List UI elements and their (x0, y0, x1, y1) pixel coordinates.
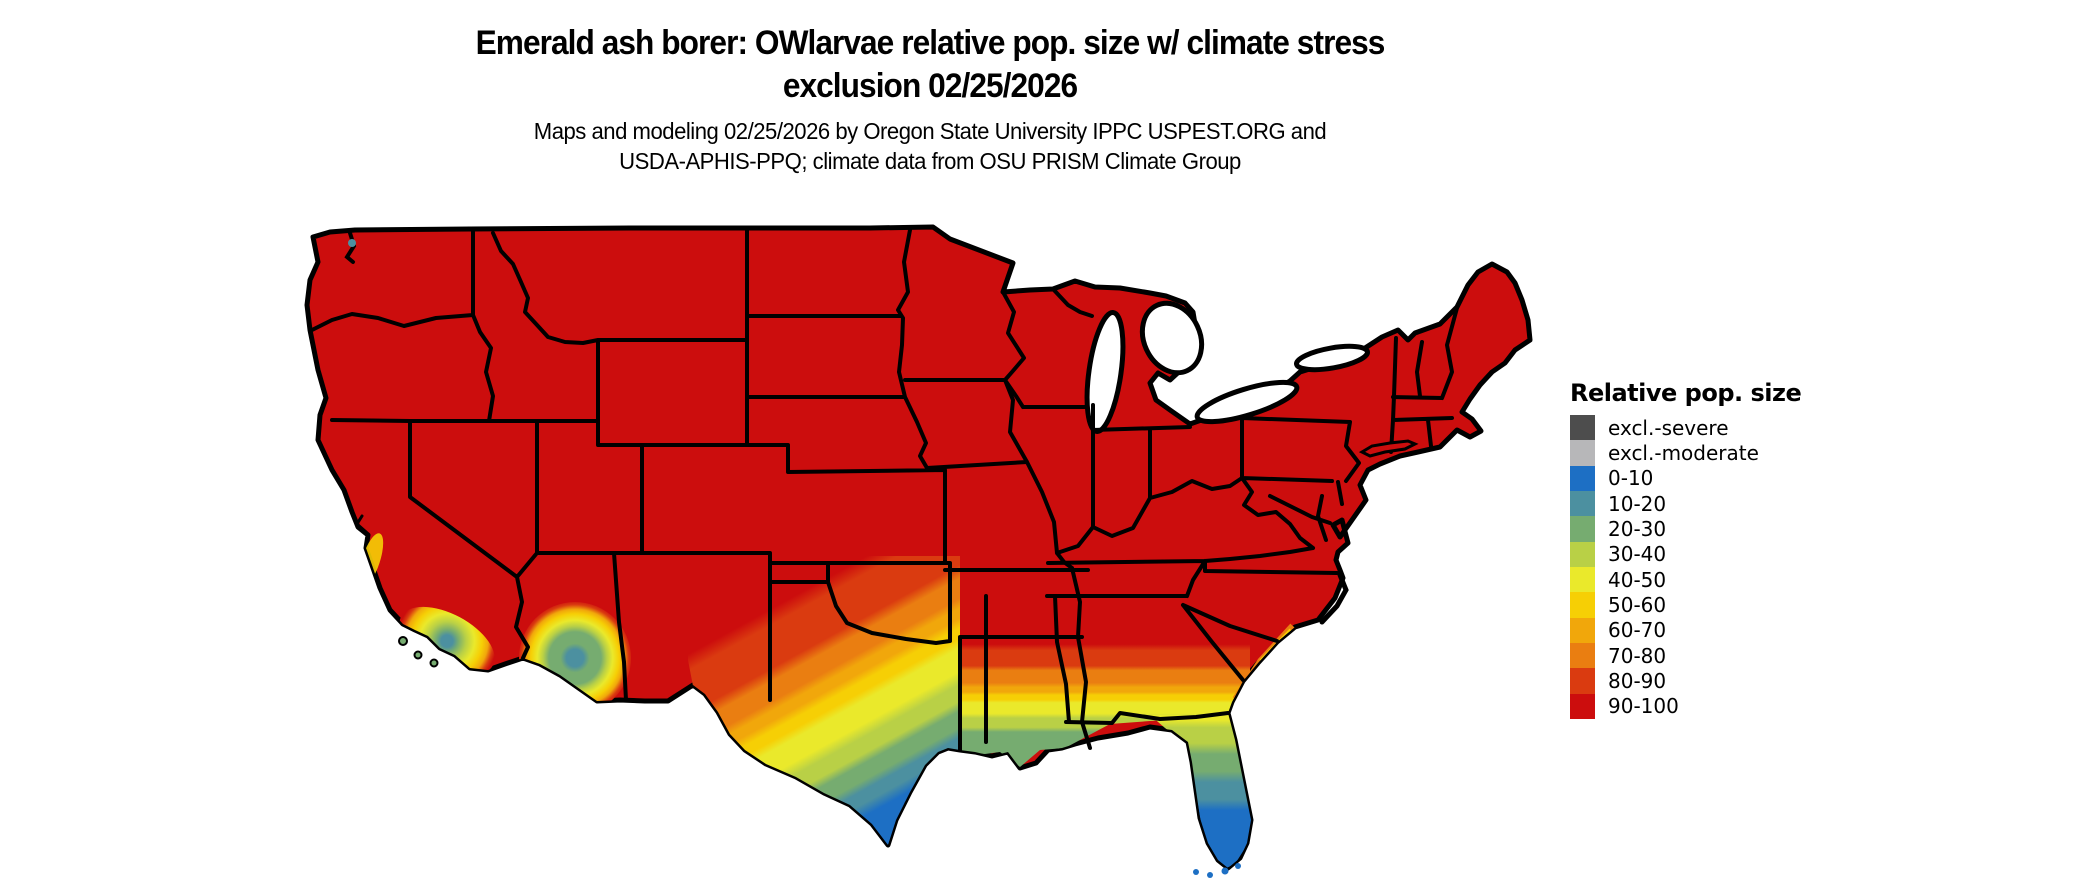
legend-swatch-color (1570, 617, 1595, 643)
map-title: Emerald ash borer: OWlarvae relative pop… (372, 22, 1488, 108)
legend-swatch-color (1570, 465, 1595, 491)
legend-title: Relative pop. size (1570, 379, 1802, 407)
state-borders (310, 227, 1459, 752)
arizona-lowland-region (519, 602, 631, 714)
lake-huron (1139, 300, 1205, 376)
map-title-line1: Emerald ash borer: OWlarvae relative pop… (475, 24, 1386, 62)
long-island (1358, 439, 1419, 458)
texas-gradient-region (688, 556, 960, 845)
san-francisco-bay (355, 514, 368, 534)
legend-swatch-color (1570, 490, 1595, 517)
legend-swatch-color (1570, 440, 1595, 466)
legend-item: 80-90 (1570, 668, 1801, 694)
gulf-coast-gradient-region (960, 598, 1250, 767)
legend-swatch-color (1570, 541, 1595, 567)
legend-item-label: 10-20 (1608, 491, 1667, 516)
legend-item: excl.-moderate (1570, 440, 1801, 466)
legend-swatch-color (1570, 592, 1595, 618)
legend-swatch-color (1570, 566, 1595, 593)
legend-item: 20-30 (1570, 516, 1801, 542)
legend-item-label: 40-50 (1608, 567, 1667, 592)
legend-item: 50-60 (1570, 592, 1801, 618)
map-subtitle-line1: Maps and modeling 02/25/2026 by Oregon S… (533, 118, 1327, 144)
lake-erie (1194, 379, 1300, 425)
socal-coast-region (399, 606, 495, 676)
map-subtitle: Maps and modeling 02/25/2026 by Oregon S… (354, 116, 1506, 176)
lake-ontario (1294, 343, 1370, 373)
coastal-details (344, 231, 1419, 878)
legend-item-label: 20-30 (1608, 516, 1667, 541)
legend: Relative pop. size excl.-severe excl.-mod… (1570, 379, 1802, 719)
channel-islands (398, 636, 439, 668)
puget-lowland-spot (348, 239, 356, 247)
florida-keys (1193, 863, 1241, 878)
population-gradient-overlays (358, 533, 1298, 868)
legend-item-label: 80-90 (1608, 668, 1667, 693)
legend-items: excl.-severe excl.-moderate 0-10 10-20 20-30… (1570, 415, 1801, 719)
legend-swatch-color (1570, 415, 1595, 441)
legend-item-label: excl.-severe (1608, 415, 1729, 440)
great-lakes (1084, 300, 1370, 434)
legend-item-label: 70-80 (1608, 643, 1667, 668)
legend-swatch-color (1570, 693, 1595, 719)
legend-item-label: 50-60 (1608, 592, 1667, 617)
outer-banks (1319, 572, 1349, 625)
legend-item: 60-70 (1570, 617, 1801, 643)
legend-item-label: 90-100 (1608, 694, 1679, 719)
legend-item: 90-100 (1570, 693, 1801, 719)
legend-item: 0-10 (1570, 465, 1801, 491)
legend-swatch-color (1570, 516, 1595, 542)
legend-item: 10-20 (1570, 490, 1801, 517)
legend-swatch-color (1570, 642, 1595, 669)
map-subtitle-line2: USDA-APHIS-PPQ; climate data from OSU PR… (619, 148, 1241, 174)
legend-item-label: excl.-moderate (1608, 440, 1759, 465)
map-title-line2: exclusion 02/25/2026 (782, 67, 1078, 105)
legend-item: 30-40 (1570, 541, 1801, 567)
legend-item-label: 30-40 (1608, 542, 1667, 567)
legend-item: 70-80 (1570, 642, 1801, 669)
legend-item-label: 60-70 (1608, 618, 1667, 643)
florida-gradient-region (1150, 715, 1255, 868)
legend-swatch-color (1570, 668, 1595, 694)
legend-item: excl.-severe (1570, 415, 1801, 441)
legend-item-label: 0-10 (1608, 466, 1654, 491)
legend-item: 40-50 (1570, 566, 1801, 593)
